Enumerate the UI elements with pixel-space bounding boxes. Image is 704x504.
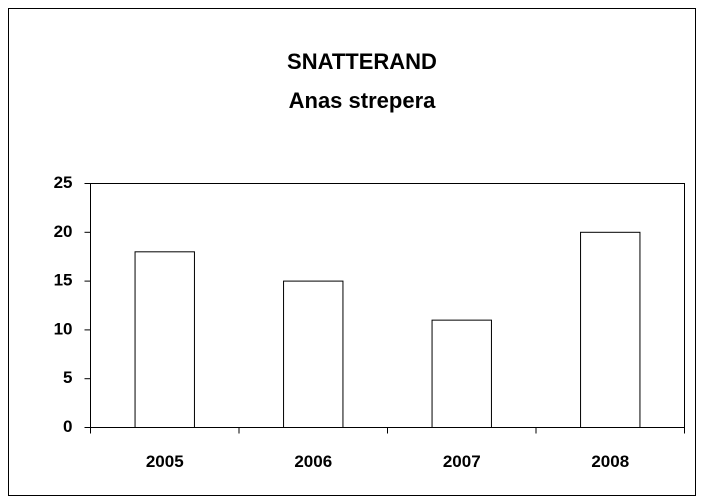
bar — [431, 319, 492, 429]
bar — [283, 280, 344, 428]
x-tick-label: 2006 — [294, 452, 332, 471]
y-tick-label: 10 — [54, 319, 73, 338]
bar — [134, 251, 195, 428]
y-tick-label: 5 — [63, 368, 72, 387]
bar — [580, 231, 641, 428]
chart-title: SNATTERAND — [287, 49, 437, 74]
y-tick-label: 25 — [54, 173, 73, 192]
chart-subtitle: Anas strepera — [289, 88, 437, 113]
x-tick-label: 2007 — [443, 452, 481, 471]
x-tick-label: 2005 — [146, 452, 184, 471]
y-tick-label: 0 — [63, 417, 72, 436]
x-tick-label: 2008 — [591, 452, 629, 471]
y-tick-label: 15 — [54, 271, 73, 290]
y-tick-label: 20 — [54, 222, 73, 241]
